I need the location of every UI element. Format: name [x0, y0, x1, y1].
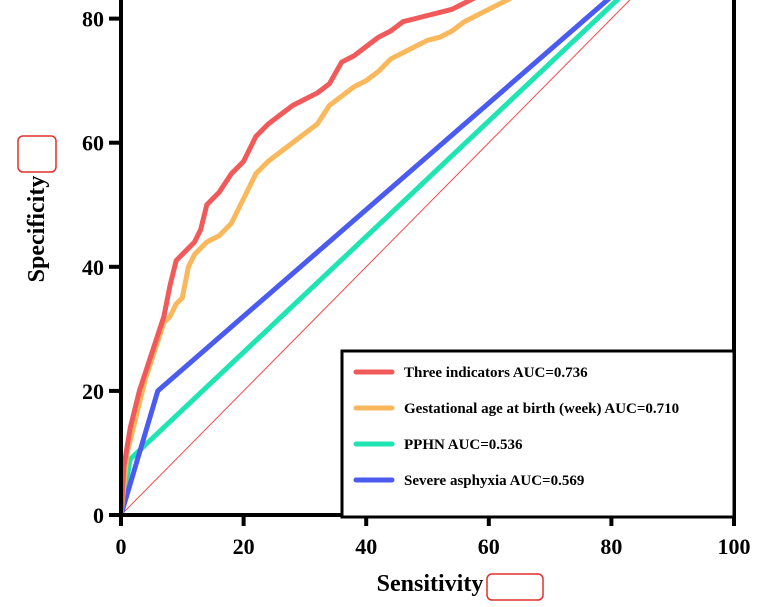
x-title-highlight-box	[486, 573, 544, 601]
x-tick-label: 60	[478, 534, 500, 559]
legend-label-0: Three indicators AUC=0.736	[404, 365, 588, 381]
roc-curves	[120, 0, 631, 516]
y-axis-title: Specificity	[24, 176, 50, 283]
y-title-highlight-box	[17, 135, 57, 173]
series-line-3	[120, 0, 612, 516]
y-tick-label: 60	[82, 131, 104, 156]
y-tick-label: 0	[93, 503, 104, 528]
x-tick-label: 100	[718, 534, 751, 559]
series-line-0	[120, 0, 476, 516]
x-tick-label: 20	[233, 534, 255, 559]
x-axis-title: Sensitivity	[377, 571, 484, 597]
legend-label-2: PPHN AUC=0.536	[404, 437, 523, 453]
x-tick-label: 0	[116, 534, 127, 559]
y-tick-label: 80	[82, 7, 104, 32]
y-tick-label: 40	[82, 255, 104, 280]
reference-diagonal-line	[120, 0, 631, 516]
y-tick-label: 20	[82, 379, 104, 404]
legend: Three indicators AUC=0.736 Gestational ag…	[340, 349, 736, 519]
legend-label-3: Severe asphyxia AUC=0.569	[404, 473, 584, 489]
x-tick-label: 40	[355, 534, 377, 559]
legend-label-1: Gestational age at birth (week) AUC=0.71…	[404, 401, 679, 417]
axis-ticks: 0 20 40 60 80 100 0 20 40 60 80	[82, 7, 751, 559]
legend-box	[340, 349, 736, 519]
x-tick-label: 80	[600, 534, 622, 559]
